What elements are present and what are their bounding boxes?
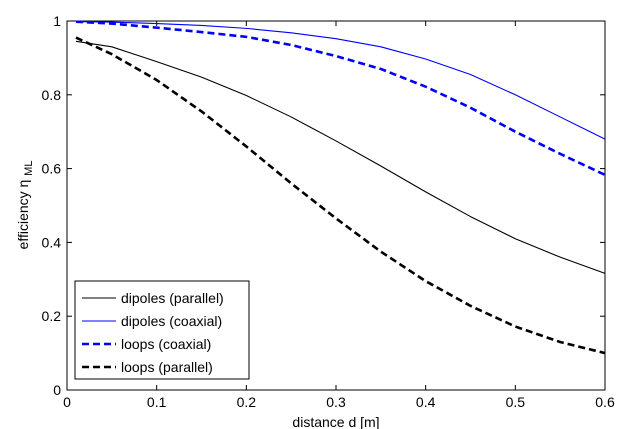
y-tick-label: 1	[53, 13, 61, 29]
legend-label-dipoles-coaxial: dipoles (coaxial)	[121, 313, 222, 329]
y-tick-label: 0.6	[42, 161, 62, 177]
x-axis-label: distance d [m]	[292, 414, 379, 429]
series-line-dipoles-parallel	[75, 40, 606, 274]
y-tick-label: 0.2	[42, 308, 62, 324]
y-axis-label-subscript: ML	[23, 161, 35, 176]
y-tick-label: 0.8	[42, 87, 62, 103]
series-layer	[75, 20, 606, 355]
x-tick-label: 0.3	[326, 394, 346, 410]
y-tick-label: 0.4	[42, 234, 62, 250]
series-line-loops-parallel	[75, 36, 606, 355]
legend-label-dipoles-parallel: dipoles (parallel)	[121, 290, 224, 306]
legend-label-loops-coaxial: loops (coaxial)	[121, 336, 211, 352]
legend: dipoles (parallel) dipoles (coaxial) loops…	[74, 280, 250, 380]
y-tick-label: 0	[53, 382, 61, 398]
axis-ticks: 0 0.1 0.2 0.3 0.4 0.5 0.6 0 0.2 0.4 0.6 0.8 1	[42, 13, 615, 410]
x-tick-label: 0.1	[147, 394, 167, 410]
legend-label-loops-parallel: loops (parallel)	[121, 359, 213, 375]
x-tick-label: 0.6	[595, 394, 615, 410]
x-tick-label: 0.2	[237, 394, 257, 410]
series-line-dipoles-coaxial	[75, 21, 606, 140]
series-line-loops-coaxial	[75, 20, 606, 177]
legend-box	[74, 280, 250, 380]
x-tick-label: 0.4	[416, 394, 436, 410]
y-axis-label: efficiency η ML	[15, 161, 35, 250]
x-tick-label: 0	[63, 394, 71, 410]
x-tick-label: 0.5	[506, 394, 526, 410]
y-axis-label-main: efficiency η	[15, 180, 31, 250]
